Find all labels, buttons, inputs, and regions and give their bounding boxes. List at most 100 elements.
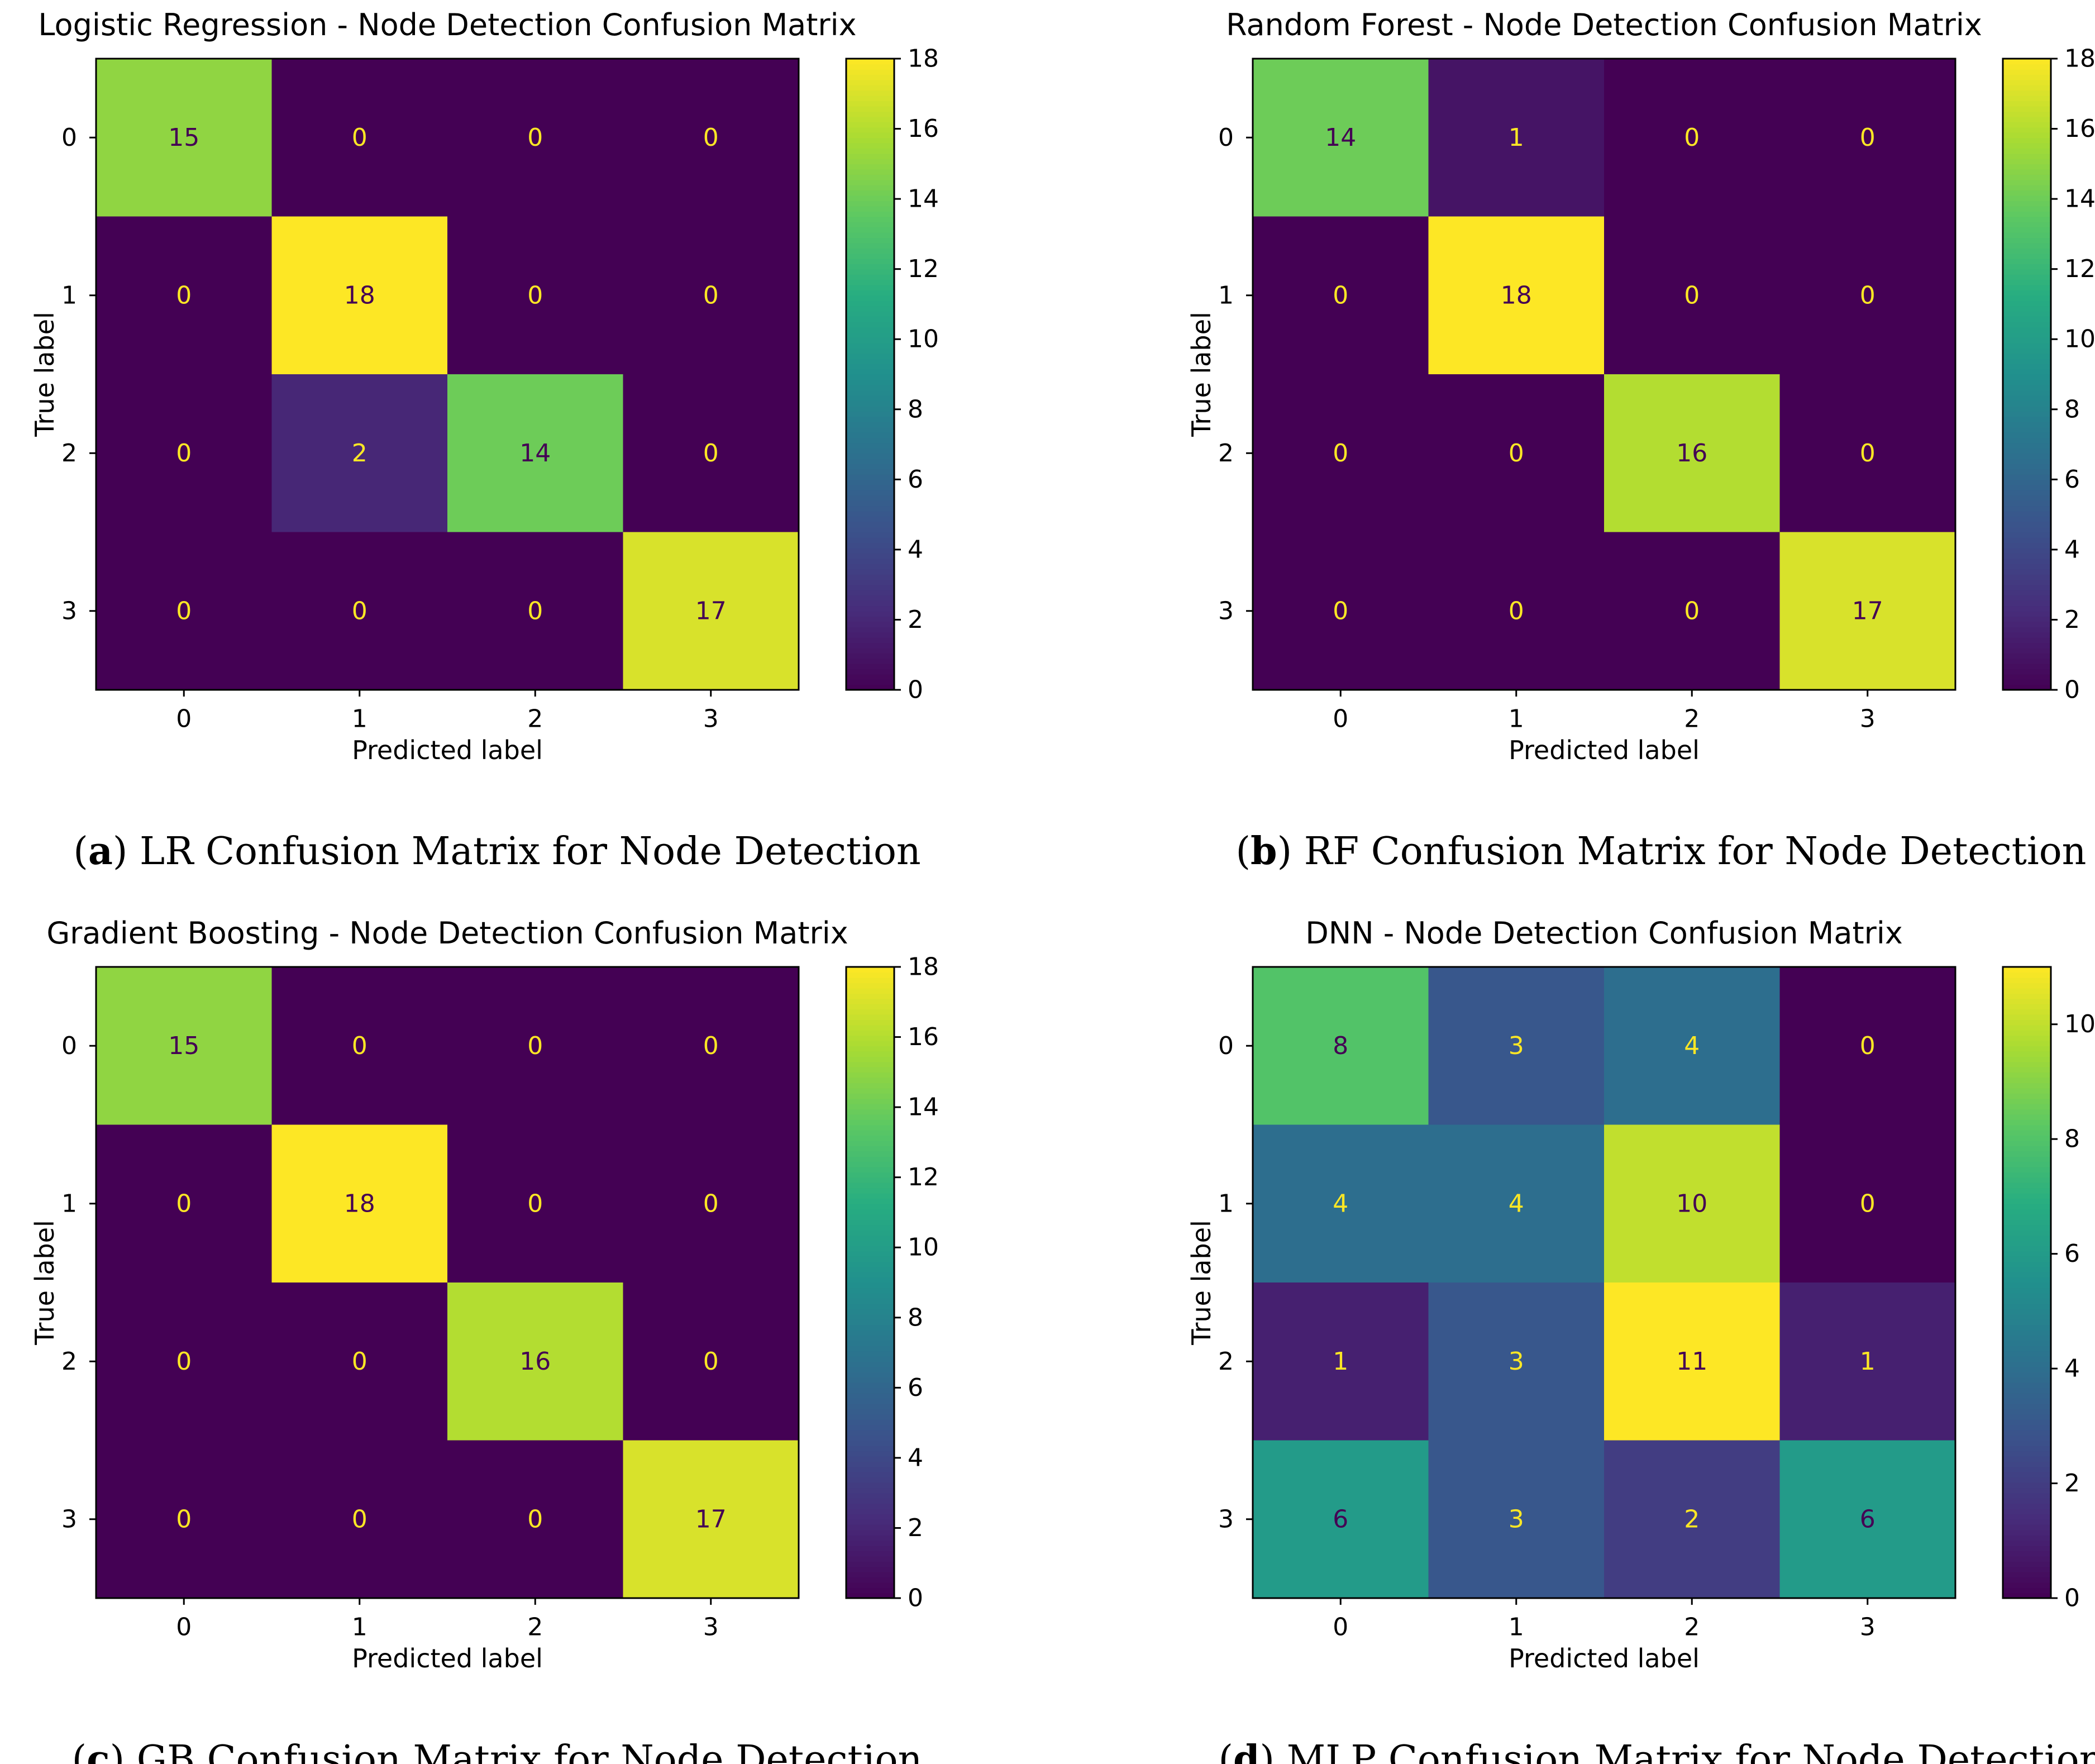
colorbar-segment [846,153,894,159]
colorbar-segment [846,142,894,149]
colorbar-segment [2003,1314,2051,1320]
colorbar-segment [846,64,894,70]
colorbar-tick-label: 12 [908,255,939,283]
colorbar-segment [2003,1377,2051,1383]
colorbar-segment [2003,1035,2051,1041]
colorbar-segment [2003,1440,2051,1446]
colorbar-segment [2003,406,2051,412]
colorbar-segment [2003,479,2051,485]
matrix-cell [96,532,273,690]
colorbar-segment [2003,447,2051,454]
colorbar-segment [846,1272,894,1278]
matrix-cell [447,967,624,1126]
colorbar-segment [2003,1146,2051,1152]
colorbar-segment [2003,1335,2051,1341]
colorbar-segment [846,1288,894,1294]
colorbar-segment [2003,364,2051,370]
colorbar-segment [2003,1414,2051,1420]
colorbar-segment [846,998,894,1004]
colorbar-tick-label: 18 [908,953,939,981]
colorbar-segment [846,977,894,984]
colorbar-segment [846,1156,894,1162]
colorbar-segment [846,116,894,122]
colorbar-segment [2003,1324,2051,1331]
colorbar-segment [2003,1535,2051,1541]
colorbar-segment [2003,642,2051,649]
colorbar-tick-label: 4 [2064,535,2080,564]
colorbar-segment [846,474,894,480]
caption-paren-open: ( [1218,1738,1233,1764]
colorbar-segment [2003,600,2051,607]
colorbar-segment [2003,1009,2051,1015]
colorbar-segment [2003,264,2051,270]
colorbar-segment [2003,511,2051,517]
colorbar-segment [846,490,894,496]
cell-value-label: 6 [1333,1505,1348,1533]
colorbar-segment [2003,1429,2051,1436]
cell-value-label: 0 [1860,123,1876,152]
matrix-cell [623,59,799,217]
colorbar-segment [2003,1303,2051,1309]
colorbar-segment [2003,606,2051,612]
colorbar-segment [846,1561,894,1567]
colorbar-segment [846,1340,894,1346]
colorbar-segment [2003,216,2051,222]
colorbar-segment [846,1198,894,1204]
colorbar-segment [2003,983,2051,989]
colorbar-segment [2003,1482,2051,1489]
cell-value-label: 0 [1860,1032,1876,1060]
colorbar-segment [2003,1503,2051,1509]
colorbar-segment [2003,295,2051,301]
colorbar-segment [846,1461,894,1467]
colorbar-segment [846,1419,894,1425]
cell-value-label: 1 [1509,123,1524,152]
colorbar-segment [846,1277,894,1283]
colorbar-segment [846,1445,894,1452]
colorbar-segment [2003,379,2051,385]
colorbar-segment [2003,358,2051,364]
matrix-cell [447,59,624,217]
colorbar-segment [2003,1229,2051,1236]
matrix-cell [1253,1440,1429,1599]
colorbar-segment [846,1529,894,1536]
colorbar-segment [846,1266,894,1272]
colorbar-segment [846,1256,894,1262]
colorbar-segment [846,1377,894,1383]
cell-value-label: 0 [703,123,719,152]
colorbar-segment [2003,1240,2051,1246]
matrix-cell [96,1124,273,1283]
colorbar-segment [846,1061,894,1067]
colorbar-segment [2003,1129,2051,1136]
colorbar-segment [846,1361,894,1367]
colorbar-segment [846,158,894,165]
cell-value-label: 0 [176,281,192,309]
colorbar-tick-label: 6 [2064,465,2080,494]
colorbar-segment [846,1019,894,1026]
colorbar-segment [2003,85,2051,91]
colorbar-segment [846,993,894,999]
colorbar-segment [846,1498,894,1504]
matrix-cell [1779,374,1956,533]
colorbar-segment [846,1014,894,1020]
colorbar-segment [846,627,894,633]
colorbar-tick-label: 18 [2064,45,2095,73]
colorbar-segment [846,1524,894,1531]
x-tick-label: 2 [527,1613,543,1642]
colorbar-segment [846,972,894,978]
x-tick-label: 3 [703,1613,719,1642]
x-tick-label: 2 [527,705,543,733]
colorbar-segment [2003,1508,2051,1515]
colorbar-segment [846,74,894,80]
caption-paren-open: ( [1236,829,1251,874]
colorbar-segment [2003,1193,2051,1199]
colorbar-segment [2003,253,2051,259]
colorbar-segment [2003,1540,2051,1546]
colorbar-tick-label: 10 [908,325,939,354]
colorbar-segment [2003,206,2051,212]
x-axis-label: Predicted label [1509,1643,1700,1674]
colorbar-segment [846,1551,894,1557]
y-tick-label: 2 [1218,1347,1234,1376]
matrix-cell [96,374,273,533]
cell-value-label: 14 [1325,123,1356,152]
colorbar-tick-label: 6 [2064,1239,2080,1268]
